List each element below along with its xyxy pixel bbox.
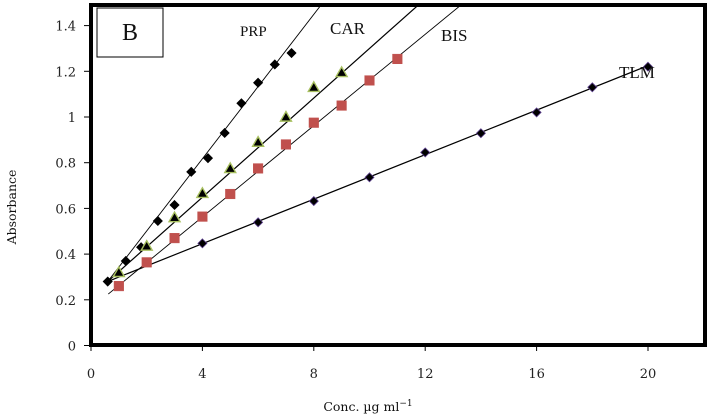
y-tick-label: 0.2 [55, 294, 76, 309]
y-axis-title: Absorbance [4, 170, 19, 246]
data-point-tlm [587, 82, 598, 93]
data-point-car [195, 186, 210, 199]
fit-lines [107, 5, 649, 295]
data-point-bis [225, 188, 236, 200]
fit-line-car [107, 5, 420, 282]
data-point-car [167, 210, 182, 223]
series-label-bis: BIS [441, 26, 467, 45]
data-point-bis [169, 233, 180, 244]
data-point-tlm [364, 172, 375, 183]
data-point-prp [102, 276, 113, 287]
y-tick-label: 0.8 [55, 157, 76, 172]
fit-line-tlm [107, 65, 649, 283]
data-point-prp [286, 47, 297, 59]
data-point-prp [219, 127, 230, 139]
data-point-tlm [642, 61, 654, 72]
x-axis-title-text: Conc. µg ml [323, 399, 399, 414]
x-axis: 0 4 8 12 16 20 [87, 345, 656, 382]
data-point-bis [280, 139, 291, 150]
y-tick-label: 1.2 [55, 65, 76, 80]
data-point-car [223, 161, 237, 174]
data-point-tlm [475, 128, 486, 139]
data-point-prp [169, 199, 180, 211]
series-label-prp: PRP [240, 24, 267, 40]
y-tick-label: 0.6 [55, 202, 76, 217]
data-point-bis [253, 163, 264, 174]
data-point-bis [336, 100, 347, 111]
data-point-prp [236, 98, 247, 109]
x-tick-label: 16 [528, 367, 545, 382]
data-point-car [334, 65, 349, 78]
data-point-tlm [420, 147, 431, 158]
data-point-bis [392, 53, 403, 65]
series-label-tlm: TLM [619, 63, 655, 82]
data-point-prp [253, 77, 264, 88]
panel-label: B [122, 20, 138, 46]
data-point-bis [141, 257, 152, 268]
data-point-prp [120, 255, 131, 267]
data-point-car [279, 110, 293, 122]
data-point-prp [186, 166, 197, 177]
x-tick-label: 4 [198, 367, 206, 382]
data-point-bis [308, 117, 319, 128]
x-tick-label: 20 [640, 367, 657, 382]
data-point-car [251, 135, 265, 147]
y-tick-label: 1.4 [55, 20, 76, 35]
data-point-bis [197, 211, 208, 222]
data-point-prp [152, 215, 163, 227]
x-tick-label: 12 [417, 367, 434, 382]
plot-frame [89, 3, 707, 347]
fit-line-prp [107, 5, 322, 282]
x-axis-title: Conc. µg ml−1 [323, 399, 412, 414]
x-tick-label: 0 [87, 367, 95, 382]
data-point-tlm [531, 107, 542, 118]
data-point-tlm [253, 217, 264, 228]
data-point-bis [113, 281, 124, 292]
series-label-car: CAR [330, 19, 366, 38]
data-point-prp [202, 153, 214, 164]
y-axis: 0 0.2 0.4 0.6 0.8 1 1.2 1.4 [55, 20, 91, 355]
y-tick-label: 0.4 [55, 248, 76, 263]
data-markers [102, 47, 654, 292]
data-point-tlm [197, 238, 208, 249]
data-point-car [307, 80, 321, 93]
panel-label-box [96, 7, 164, 58]
data-point-car [139, 239, 154, 251]
data-point-prp [269, 59, 280, 70]
x-tick-label: 8 [310, 367, 318, 382]
data-point-car [112, 265, 126, 278]
data-point-tlm [308, 196, 319, 207]
y-tick-label: 1 [68, 111, 76, 126]
data-point-bis [364, 75, 375, 86]
y-tick-label: 0 [68, 340, 76, 355]
x-axis-title-superscript: −1 [399, 399, 412, 409]
